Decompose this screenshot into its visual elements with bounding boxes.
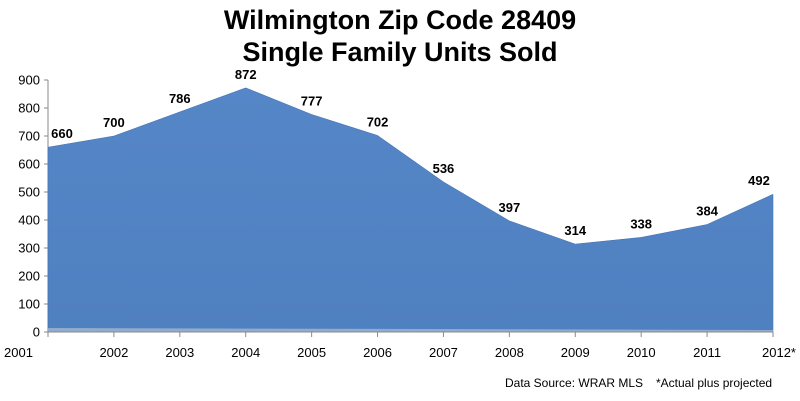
x-tick-label: 2005 [297,345,326,360]
area-floor-shade [48,328,773,332]
data-label: 702 [367,114,389,129]
data-label: 314 [564,223,586,238]
y-tick-label: 600 [18,157,40,172]
x-tick-label: 2012* [762,345,796,360]
series-area [47,87,774,333]
data-label: 700 [103,115,125,130]
y-tick-label: 900 [18,73,40,88]
x-tick-label: 2006 [363,345,392,360]
x-tick-label: 2002 [99,345,128,360]
data-label: 397 [499,200,521,215]
projection-footnote: *Actual plus projected [656,376,773,390]
x-tick-label: 2004 [231,345,260,360]
data-label: 660 [51,126,73,141]
data-label: 492 [748,173,770,188]
y-tick-label: 0 [33,325,40,340]
x-tick-label: 2011 [693,345,721,360]
y-tick-label: 700 [18,129,40,144]
x-tick-label: 2001 [4,345,33,360]
data-label: 786 [169,91,191,106]
chart-title: Wilmington Zip Code 28409 [223,5,577,35]
data-source-note: Data Source: WRAR MLS [505,376,644,390]
y-tick-label: 800 [18,101,40,116]
y-tick-label: 400 [18,213,40,228]
data-label: 872 [235,67,257,82]
x-tick-label: 2009 [561,345,590,360]
x-tick-label: 2003 [165,345,194,360]
data-label: 536 [433,161,455,176]
data-label: 777 [301,93,323,108]
data-label: 338 [630,216,652,231]
y-tick-label: 100 [18,297,40,312]
x-tick-label: 2008 [495,345,524,360]
data-label: 384 [696,203,718,218]
x-tick-label: 2010 [627,345,656,360]
y-tick-label: 300 [18,241,40,256]
chart-subtitle: Single Family Units Sold [242,37,558,67]
y-tick-label: 500 [18,185,40,200]
x-tick-label: 2007 [429,345,458,360]
y-tick-label: 200 [18,269,40,284]
